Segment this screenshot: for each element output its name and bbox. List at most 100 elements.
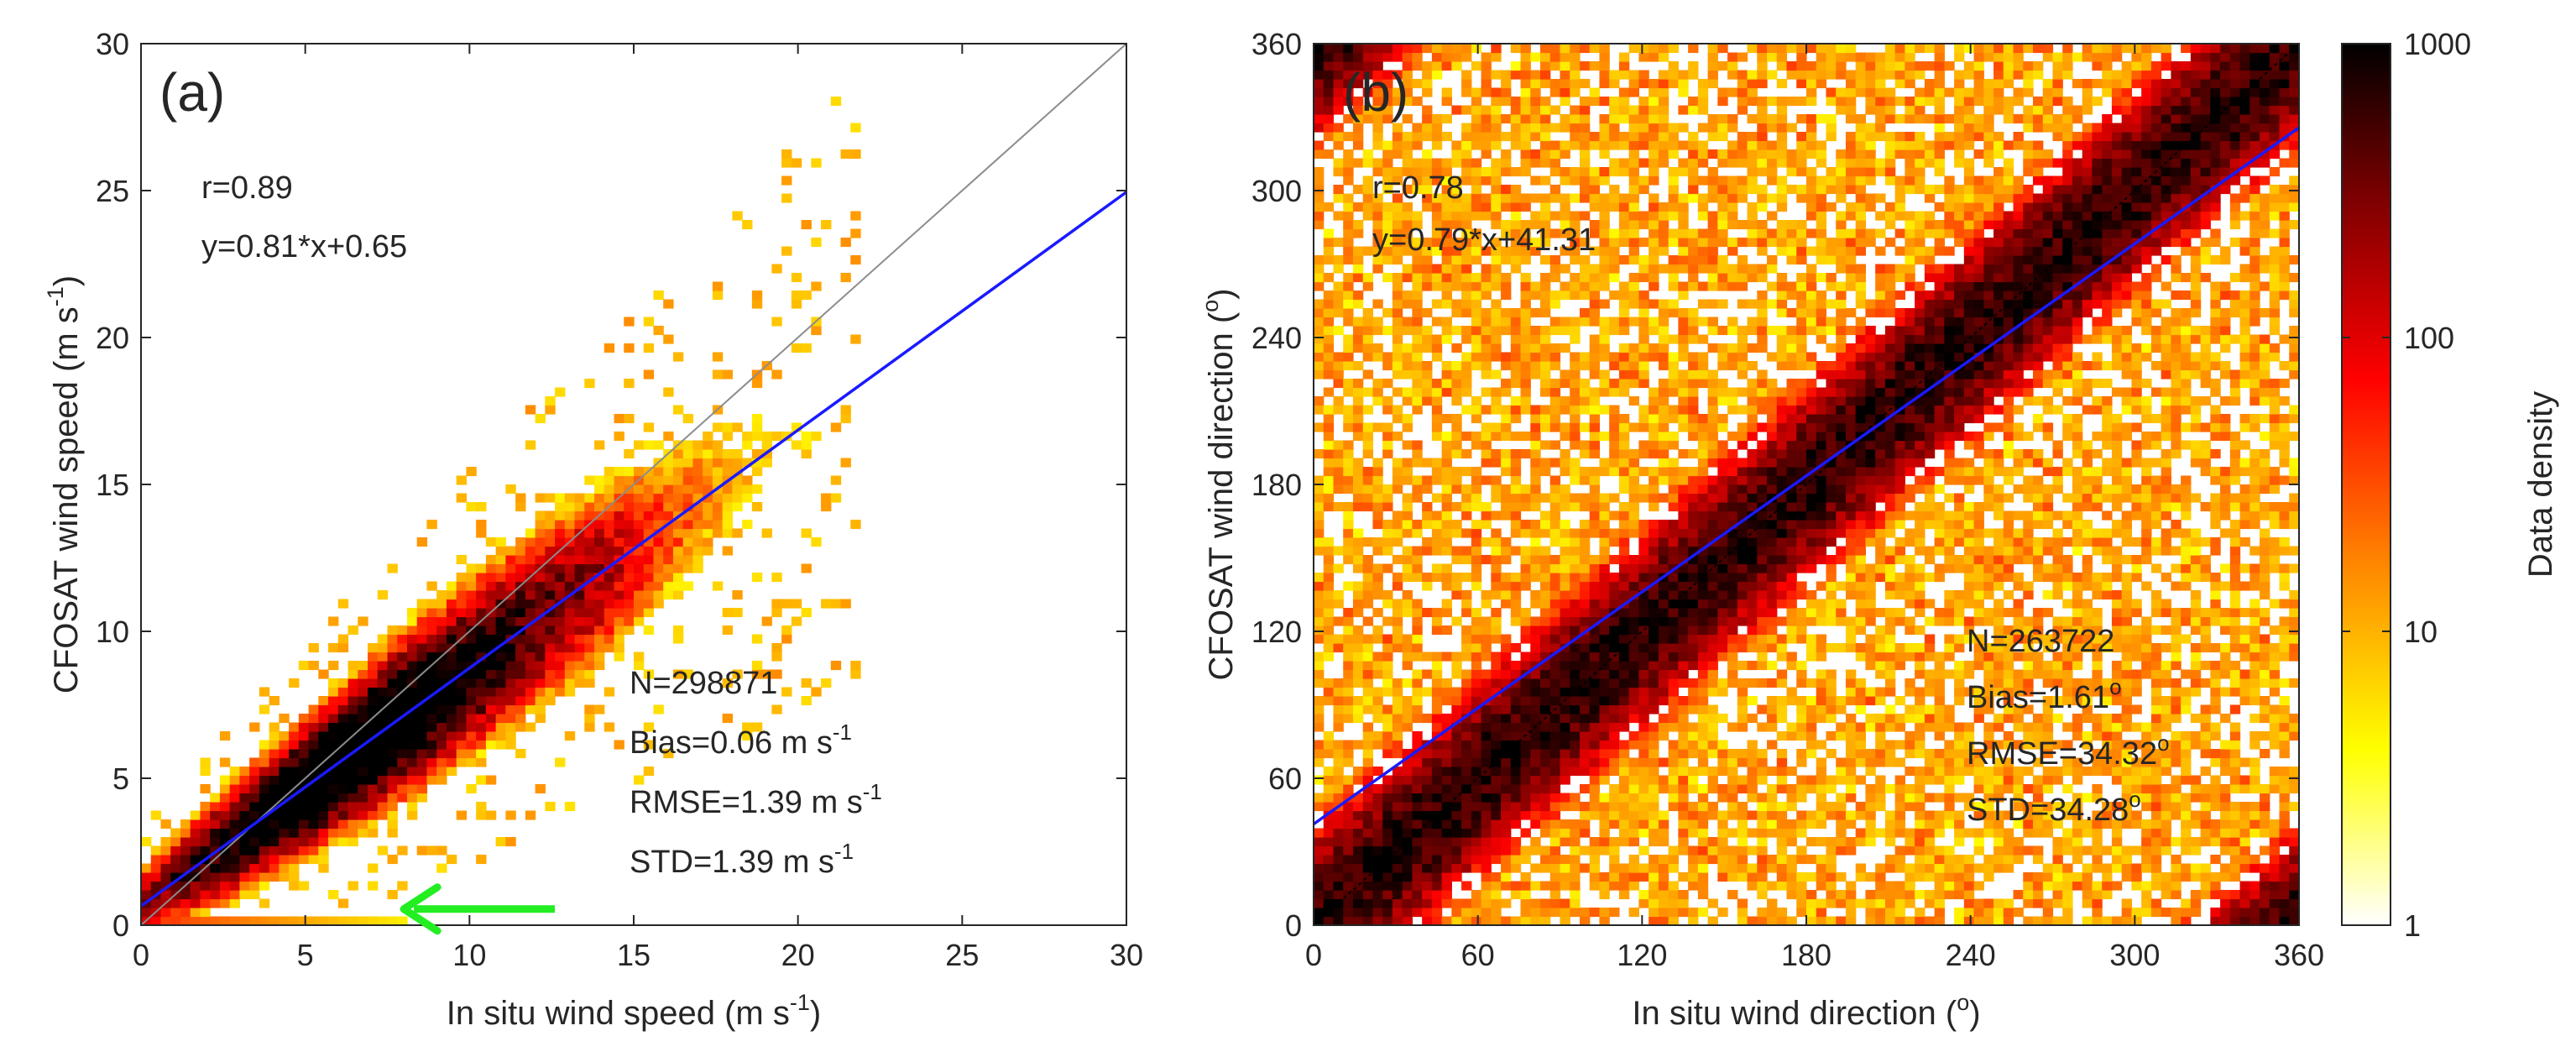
heatmap-cell [1540,458,1551,468]
heatmap-cell [377,590,389,600]
heatmap-cell [1707,810,1718,820]
heatmap-cell [1530,669,1541,679]
heatmap-cell [1451,828,1462,838]
heatmap-cell [446,608,457,618]
heatmap-cell [1570,898,1581,908]
heatmap-cell [1717,299,1728,309]
heatmap-cell [1540,828,1551,838]
heatmap-cell [259,757,270,767]
heatmap-cell [1481,643,1492,653]
panel-a-bias-annotation: Bias=0.06 m s-1 [630,719,852,761]
heatmap-cell [406,669,418,679]
heatmap-cell [1599,61,1610,71]
heatmap-cell [1481,625,1492,636]
heatmap-cell [1717,220,1728,230]
heatmap-cell [1451,308,1462,318]
heatmap-cell [1402,510,1413,521]
heatmap-cell [1323,546,1335,556]
heatmap-cell [574,573,585,583]
heatmap-cell [1560,114,1570,124]
heatmap-cell [564,599,576,609]
heatmap-cell [840,414,851,424]
heatmap-cell [1461,678,1472,688]
heatmap-cell [1343,440,1354,450]
heatmap-cell [682,467,694,477]
heatmap-cell [1333,757,1344,767]
heatmap-cell [1491,185,1502,195]
heatmap-cell [1471,105,1482,115]
heatmap-cell [1727,140,1738,150]
heatmap-cell [761,440,772,450]
heatmap-cell [1392,555,1403,565]
heatmap-cell [466,669,477,679]
heatmap-cell [1520,634,1531,644]
heatmap-cell [1333,687,1344,697]
heatmap-cell [1540,757,1551,767]
heatmap-cell [1638,590,1649,600]
heatmap-cell [1678,449,1689,459]
heatmap-cell [1491,449,1502,459]
heatmap-cell [1707,520,1718,530]
heatmap-cell [1737,898,1748,908]
heatmap-cell [1510,44,1522,54]
heatmap-cell [1314,651,1325,662]
heatmap-cell [298,740,310,750]
heatmap-cell [1402,493,1413,503]
heatmap-cell [249,793,260,803]
heatmap-cell [1412,740,1423,750]
heatmap-cell [1678,422,1689,432]
heatmap-cell [1491,220,1502,230]
heatmap-cell [555,661,566,671]
heatmap-cell [535,669,546,679]
heatmap-cell [1530,87,1541,97]
heatmap-cell [545,669,556,679]
heatmap-cell [1688,140,1699,150]
heatmap-cell [1668,528,1679,538]
heatmap-cell [337,749,349,759]
heatmap-cell [1402,158,1413,168]
heatmap-cell [1402,837,1413,847]
heatmap-cell [1402,881,1413,891]
heatmap-cell [1343,238,1354,248]
heatmap-cell [1382,802,1393,812]
heatmap-cell [1323,555,1335,565]
heatmap-cell [1579,175,1591,186]
heatmap-cell [574,555,585,565]
heatmap-cell [604,722,615,732]
heatmap-cell [279,757,290,767]
heatmap-cell [1451,502,1462,512]
heatmap-cell [1697,238,1709,248]
heatmap-cell [1412,625,1423,636]
heatmap-cell [1737,149,1748,160]
heatmap-cell [1481,422,1492,432]
heatmap-cell [1441,175,1452,186]
heatmap-cell [1372,343,1383,353]
heatmap-cell [1599,775,1610,785]
heatmap-cell [1451,651,1462,662]
heatmap-cell [1688,149,1699,160]
y-tick-label: 25 [96,174,129,208]
heatmap-cell [1422,326,1433,336]
heatmap-cell [1422,819,1433,829]
heatmap-cell [555,634,566,644]
heatmap-cell [1560,422,1570,432]
heatmap-cell [1747,343,1758,353]
heatmap-cell [377,775,389,785]
heatmap-cell [1510,855,1522,865]
heatmap-cell [1727,352,1738,362]
heatmap-cell [1441,740,1452,750]
heatmap-cell [308,731,319,741]
heatmap-cell [1412,651,1423,662]
heatmap-cell [1549,387,1561,397]
heatmap-cell [1540,193,1551,203]
heatmap-cell [545,661,556,671]
heatmap-cell [1638,555,1649,565]
heatmap-cell [289,855,300,865]
heatmap-cell [1431,528,1443,538]
heatmap-cell [170,916,181,925]
heatmap-cell [1451,704,1462,714]
heatmap-cell [1609,714,1620,724]
heatmap-cell [337,837,349,847]
heatmap-cell [614,528,624,538]
heatmap-cell [466,502,477,512]
